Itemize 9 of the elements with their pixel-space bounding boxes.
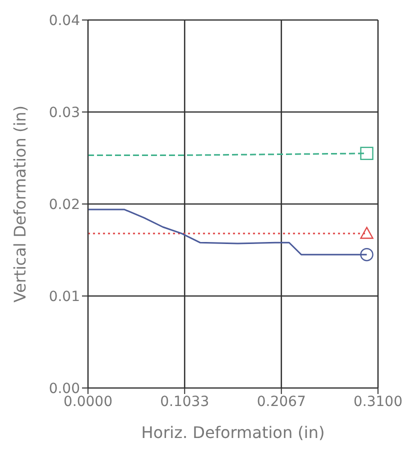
x-tick-label: 0.3100	[354, 394, 402, 410]
y-tick-label: 0.03	[48, 104, 80, 121]
x-tick-label: 0.2067	[256, 394, 306, 410]
y-tick-label: 0.01	[48, 288, 80, 305]
y-tick-label: 0.02	[48, 196, 80, 213]
x-axis-title: Horiz. Deformation (in)	[141, 423, 325, 442]
y-axis-title: Vertical Deformation (in)	[10, 105, 30, 303]
y-tick-label: 0.04	[48, 12, 80, 29]
x-tick-label: 0.1033	[160, 394, 210, 410]
